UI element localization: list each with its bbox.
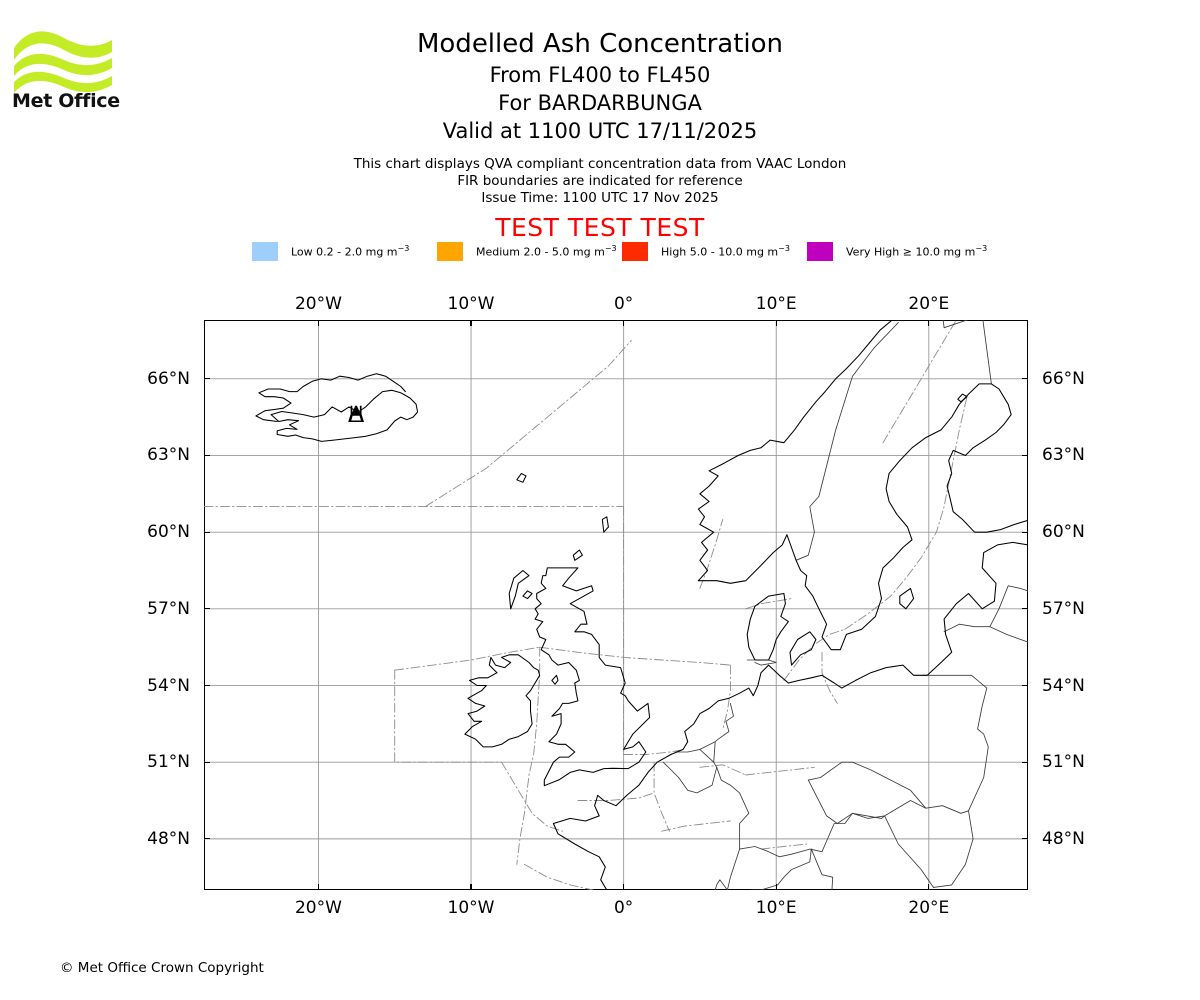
copyright-notice: © Met Office Crown Copyright <box>60 960 264 976</box>
coastlines <box>255 320 1028 890</box>
lon-tick-label: 0° <box>613 294 634 314</box>
fir-boundaries <box>204 320 968 890</box>
chart-notes: This chart displays QVA compliant concen… <box>0 156 1200 207</box>
volcano-marker-icon <box>348 405 364 422</box>
lat-tick <box>204 684 210 687</box>
lat-tick-label: 57°N <box>1042 598 1085 619</box>
lon-tick <box>623 884 625 890</box>
lat-tick-label: 54°N <box>1042 675 1085 696</box>
lat-tick <box>204 531 210 533</box>
met-office-logo <box>12 22 122 114</box>
lat-tick-label: 57°N <box>147 598 190 619</box>
map-frame <box>204 320 1028 890</box>
volcano-subtitle: For BARDARBUNGA <box>498 91 702 115</box>
lat-tick-label: 54°N <box>147 675 190 696</box>
lat-tick <box>204 378 210 380</box>
lat-tick <box>1022 608 1028 610</box>
lat-tick <box>204 608 210 610</box>
lon-tick <box>317 884 320 890</box>
concentration-legend: Low 0.2 - 2.0 mg m−3 Medium 2.0 - 5.0 mg… <box>252 240 992 262</box>
lon-tick <box>623 320 625 326</box>
lat-tick <box>1022 531 1028 533</box>
lat-tick <box>1022 838 1028 840</box>
lat-tick-label: 48°N <box>1042 828 1085 849</box>
lat-tick-label: 60°N <box>147 522 190 543</box>
lat-tick <box>204 761 210 763</box>
lon-tick-label: 0° <box>613 898 634 918</box>
lon-tick-label: 10°W <box>447 294 495 314</box>
legend-label-medium: Medium 2.0 - 5.0 mg m−3 <box>476 243 617 259</box>
lat-tick-label: 66°N <box>147 368 190 389</box>
lat-tick-label: 60°N <box>1042 522 1085 543</box>
lon-tick <box>470 320 472 326</box>
legend-item-very-high: Very High ≥ 10.0 mg m−3 <box>807 240 992 262</box>
lat-tick <box>1022 761 1028 763</box>
note-issue-time: Issue Time: 1100 UTC 17 Nov 2025 <box>481 190 719 206</box>
note-fir: FIR boundaries are indicated for referen… <box>457 173 743 189</box>
lon-tick <box>928 884 930 890</box>
lat-tick-label: 51°N <box>147 752 190 773</box>
note-qva: This chart displays QVA compliant concen… <box>353 156 847 172</box>
met-office-logo-text: Met Office <box>12 90 120 112</box>
lat-tick <box>204 454 210 457</box>
legend-label-low: Low 0.2 - 2.0 mg m−3 <box>291 243 410 259</box>
lon-tick <box>317 320 320 326</box>
map-gridlines <box>204 320 1028 890</box>
country-borders <box>662 320 1028 890</box>
lon-tick-label: 20°W <box>294 294 342 314</box>
flight-level-subtitle: From FL400 to FL450 <box>489 63 711 87</box>
legend-item-high: High 5.0 - 10.0 mg m−3 <box>622 240 807 262</box>
lat-tick-label: 51°N <box>1042 752 1085 773</box>
legend-label-very-high: Very High ≥ 10.0 mg m−3 <box>846 243 988 259</box>
lat-tick <box>204 838 210 840</box>
test-banner: TEST TEST TEST <box>495 213 705 242</box>
lon-tick <box>928 320 930 326</box>
legend-label-high: High 5.0 - 10.0 mg m−3 <box>661 243 790 259</box>
met-office-waves-icon <box>14 31 112 93</box>
ash-concentration-map: 20°W 20°W 10°W 10°W 0° 0° 10°E 10°E 20°E 20°E 66°N… <box>147 294 1085 918</box>
valid-time-subtitle: Valid at 1100 UTC 17/11/2025 <box>442 119 758 143</box>
map-canvas <box>204 320 1028 890</box>
lat-tick <box>1022 454 1028 457</box>
lat-tick <box>1022 684 1028 687</box>
legend-item-medium: Medium 2.0 - 5.0 mg m−3 <box>437 240 622 262</box>
lon-tick <box>470 884 472 890</box>
lat-tick-label: 63°N <box>147 445 190 466</box>
chart-title-block: Modelled Ash Concentration From FL400 to… <box>0 28 1200 145</box>
legend-swatch-high <box>622 241 648 261</box>
legend-swatch-low <box>252 241 278 261</box>
lat-tick <box>1022 378 1028 380</box>
lon-tick-label: 10°E <box>755 898 797 918</box>
lon-tick-label: 10°E <box>755 294 797 314</box>
page-title: Modelled Ash Concentration <box>416 29 784 59</box>
legend-swatch-medium <box>437 241 463 261</box>
lon-tick <box>775 884 777 890</box>
lon-tick <box>775 320 777 326</box>
lon-tick-label: 10°W <box>447 898 495 918</box>
lon-tick-label: 20°E <box>908 294 950 314</box>
lat-tick-label: 63°N <box>1042 445 1085 466</box>
lat-tick-label: 66°N <box>1042 368 1085 389</box>
legend-item-low: Low 0.2 - 2.0 mg m−3 <box>252 240 437 262</box>
lat-tick-label: 48°N <box>147 828 190 849</box>
legend-swatch-very-high <box>807 241 833 261</box>
lon-tick-label: 20°W <box>294 898 342 918</box>
lon-tick-label: 20°E <box>908 898 950 918</box>
